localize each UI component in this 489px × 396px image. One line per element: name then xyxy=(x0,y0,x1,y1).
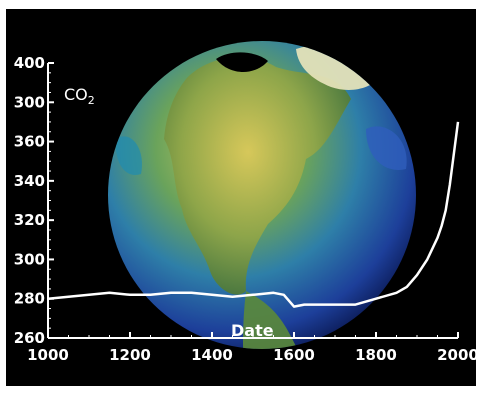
x-tick-label: 1200 xyxy=(109,346,151,364)
x-tick-label: 2000 xyxy=(437,346,476,364)
y-tick-label: 300 xyxy=(14,93,45,111)
y-tick-label: 340 xyxy=(14,172,45,190)
chart-frame: 260 280 300 320 340 360 300 400 1000 1200 1400 160… xyxy=(6,9,476,386)
y-tick-label: 260 xyxy=(14,329,45,347)
x-tick-label: 1600 xyxy=(273,346,315,364)
y-tick-label: 320 xyxy=(14,211,45,229)
x-axis-label: Date xyxy=(231,321,274,340)
x-tick-label: 1400 xyxy=(191,346,233,364)
y-tick-label: 280 xyxy=(14,290,45,308)
y-tick-label: 360 xyxy=(14,133,45,151)
co2-series-line xyxy=(47,121,460,308)
x-tick-label: 1000 xyxy=(27,346,69,364)
x-tick-label: 1800 xyxy=(355,346,397,364)
y-tick-label: 400 xyxy=(14,54,45,72)
y-axis-label: CO2 xyxy=(64,85,95,107)
co2-chart: 260 280 300 320 340 360 300 400 1000 1200 1400 160… xyxy=(14,41,476,364)
x-axis-ticks: 1000 1200 1400 1600 1800 2000 xyxy=(27,332,476,364)
y-tick-label: 300 xyxy=(14,250,45,268)
